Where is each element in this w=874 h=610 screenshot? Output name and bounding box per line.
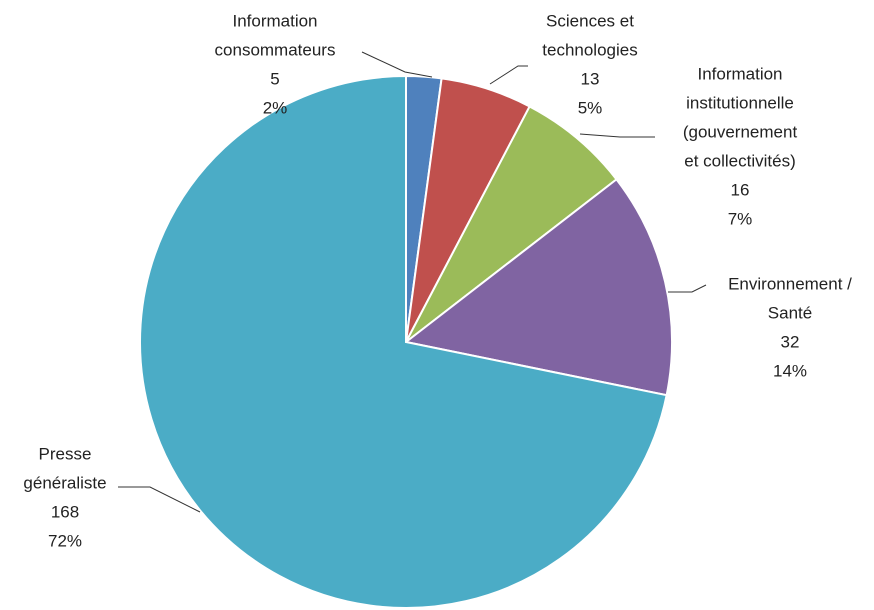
slice-value: 32	[781, 332, 800, 351]
slice-label: Information	[697, 64, 782, 83]
slice-label: Sciences et	[546, 11, 634, 30]
slice-value: 13	[581, 69, 600, 88]
slice-label: technologies	[542, 40, 637, 59]
slice-label: (gouvernement	[683, 122, 798, 141]
leader-line	[361, 51, 433, 78]
leader-line	[668, 284, 707, 293]
slice-percent: 72%	[48, 531, 82, 550]
leader-line	[579, 133, 655, 138]
slice-label: consommateurs	[215, 40, 336, 59]
slice-label: et collectivités)	[684, 151, 795, 170]
slice-value: 168	[51, 502, 79, 521]
slice-label: Information	[232, 11, 317, 30]
slice-value: 16	[731, 180, 750, 199]
slice-label: Presse	[39, 444, 92, 463]
leader-line	[118, 486, 201, 513]
slice-label: institutionnelle	[686, 93, 794, 112]
leader-line	[489, 65, 528, 85]
pie-slice	[139, 74, 668, 609]
slice-value: 5	[270, 69, 279, 88]
pie-slice	[405, 105, 618, 343]
slice-label: généraliste	[23, 473, 106, 492]
slice-percent: 2%	[263, 98, 288, 117]
slice-label: Environnement /	[728, 274, 852, 293]
slice-percent: 7%	[728, 209, 753, 228]
slice-percent: 14%	[773, 361, 807, 380]
slice-label: Santé	[768, 303, 812, 322]
pie-slice	[403, 177, 673, 397]
slice-percent: 5%	[578, 98, 603, 117]
